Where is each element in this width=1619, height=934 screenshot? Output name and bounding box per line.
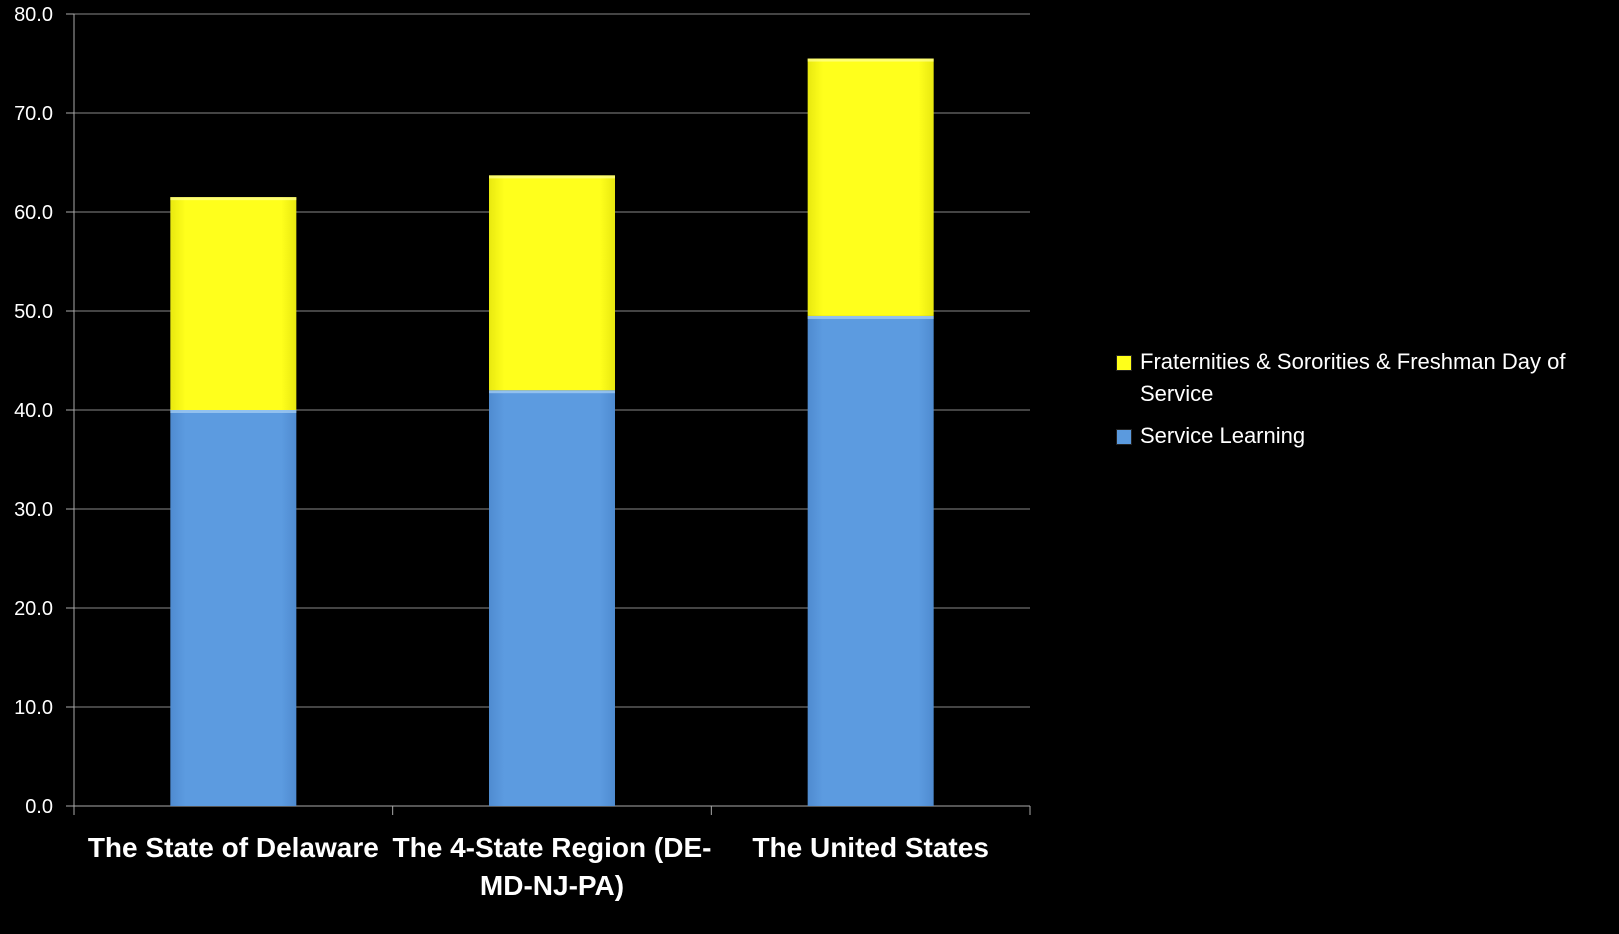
y-tick-label: 40.0 <box>14 400 53 422</box>
legend-label-fraternities: Fraternities & Sororities & Freshman Day… <box>1140 349 1566 406</box>
bar-fraternities-1 <box>170 197 297 410</box>
x-tick-label: The United States <box>752 832 988 863</box>
bars <box>170 58 934 806</box>
legend-label-service-learning: Service Learning <box>1140 423 1306 448</box>
y-tick-label: 60.0 <box>14 202 53 224</box>
legend-item-service-learning: Service Learning <box>1116 420 1596 452</box>
bar-service-learning-3 <box>807 315 934 806</box>
y-tick-label: 0.0 <box>25 796 53 818</box>
y-tick-label: 30.0 <box>14 499 53 521</box>
bar-highlight <box>170 197 297 201</box>
y-tick-label: 50.0 <box>14 301 53 323</box>
y-tick-label: 10.0 <box>14 697 53 719</box>
bar-service-learning-1 <box>170 410 297 806</box>
x-tick-label: MD-NJ-PA) <box>480 870 624 901</box>
bar-fraternities-3 <box>807 58 934 316</box>
bar-highlight <box>807 58 934 62</box>
axis-labels: 0.0 10.0 20.0 30.0 40.0 50.0 60.0 70.0 80.0 The S… <box>14 4 989 901</box>
y-tick-label: 70.0 <box>14 103 53 125</box>
legend-swatch-service-learning <box>1116 429 1132 445</box>
bar-highlight <box>489 390 615 394</box>
bar-fraternities-2 <box>489 175 615 391</box>
legend-swatch-fraternities <box>1116 355 1132 371</box>
y-tick-label: 20.0 <box>14 598 53 620</box>
y-tick-label: 80.0 <box>14 4 53 26</box>
x-tick-label: The 4-State Region (DE- <box>393 832 712 863</box>
legend-item-fraternities: Fraternities & Sororities & Freshman Day… <box>1116 346 1596 410</box>
bar-highlight <box>807 315 934 319</box>
bar-highlight <box>170 410 297 413</box>
x-tick-label: The State of Delaware <box>88 832 379 863</box>
bar-highlight <box>489 175 615 179</box>
bar-service-learning-2 <box>489 390 615 806</box>
legend: Fraternities & Sororities & Freshman Day… <box>1116 346 1596 462</box>
